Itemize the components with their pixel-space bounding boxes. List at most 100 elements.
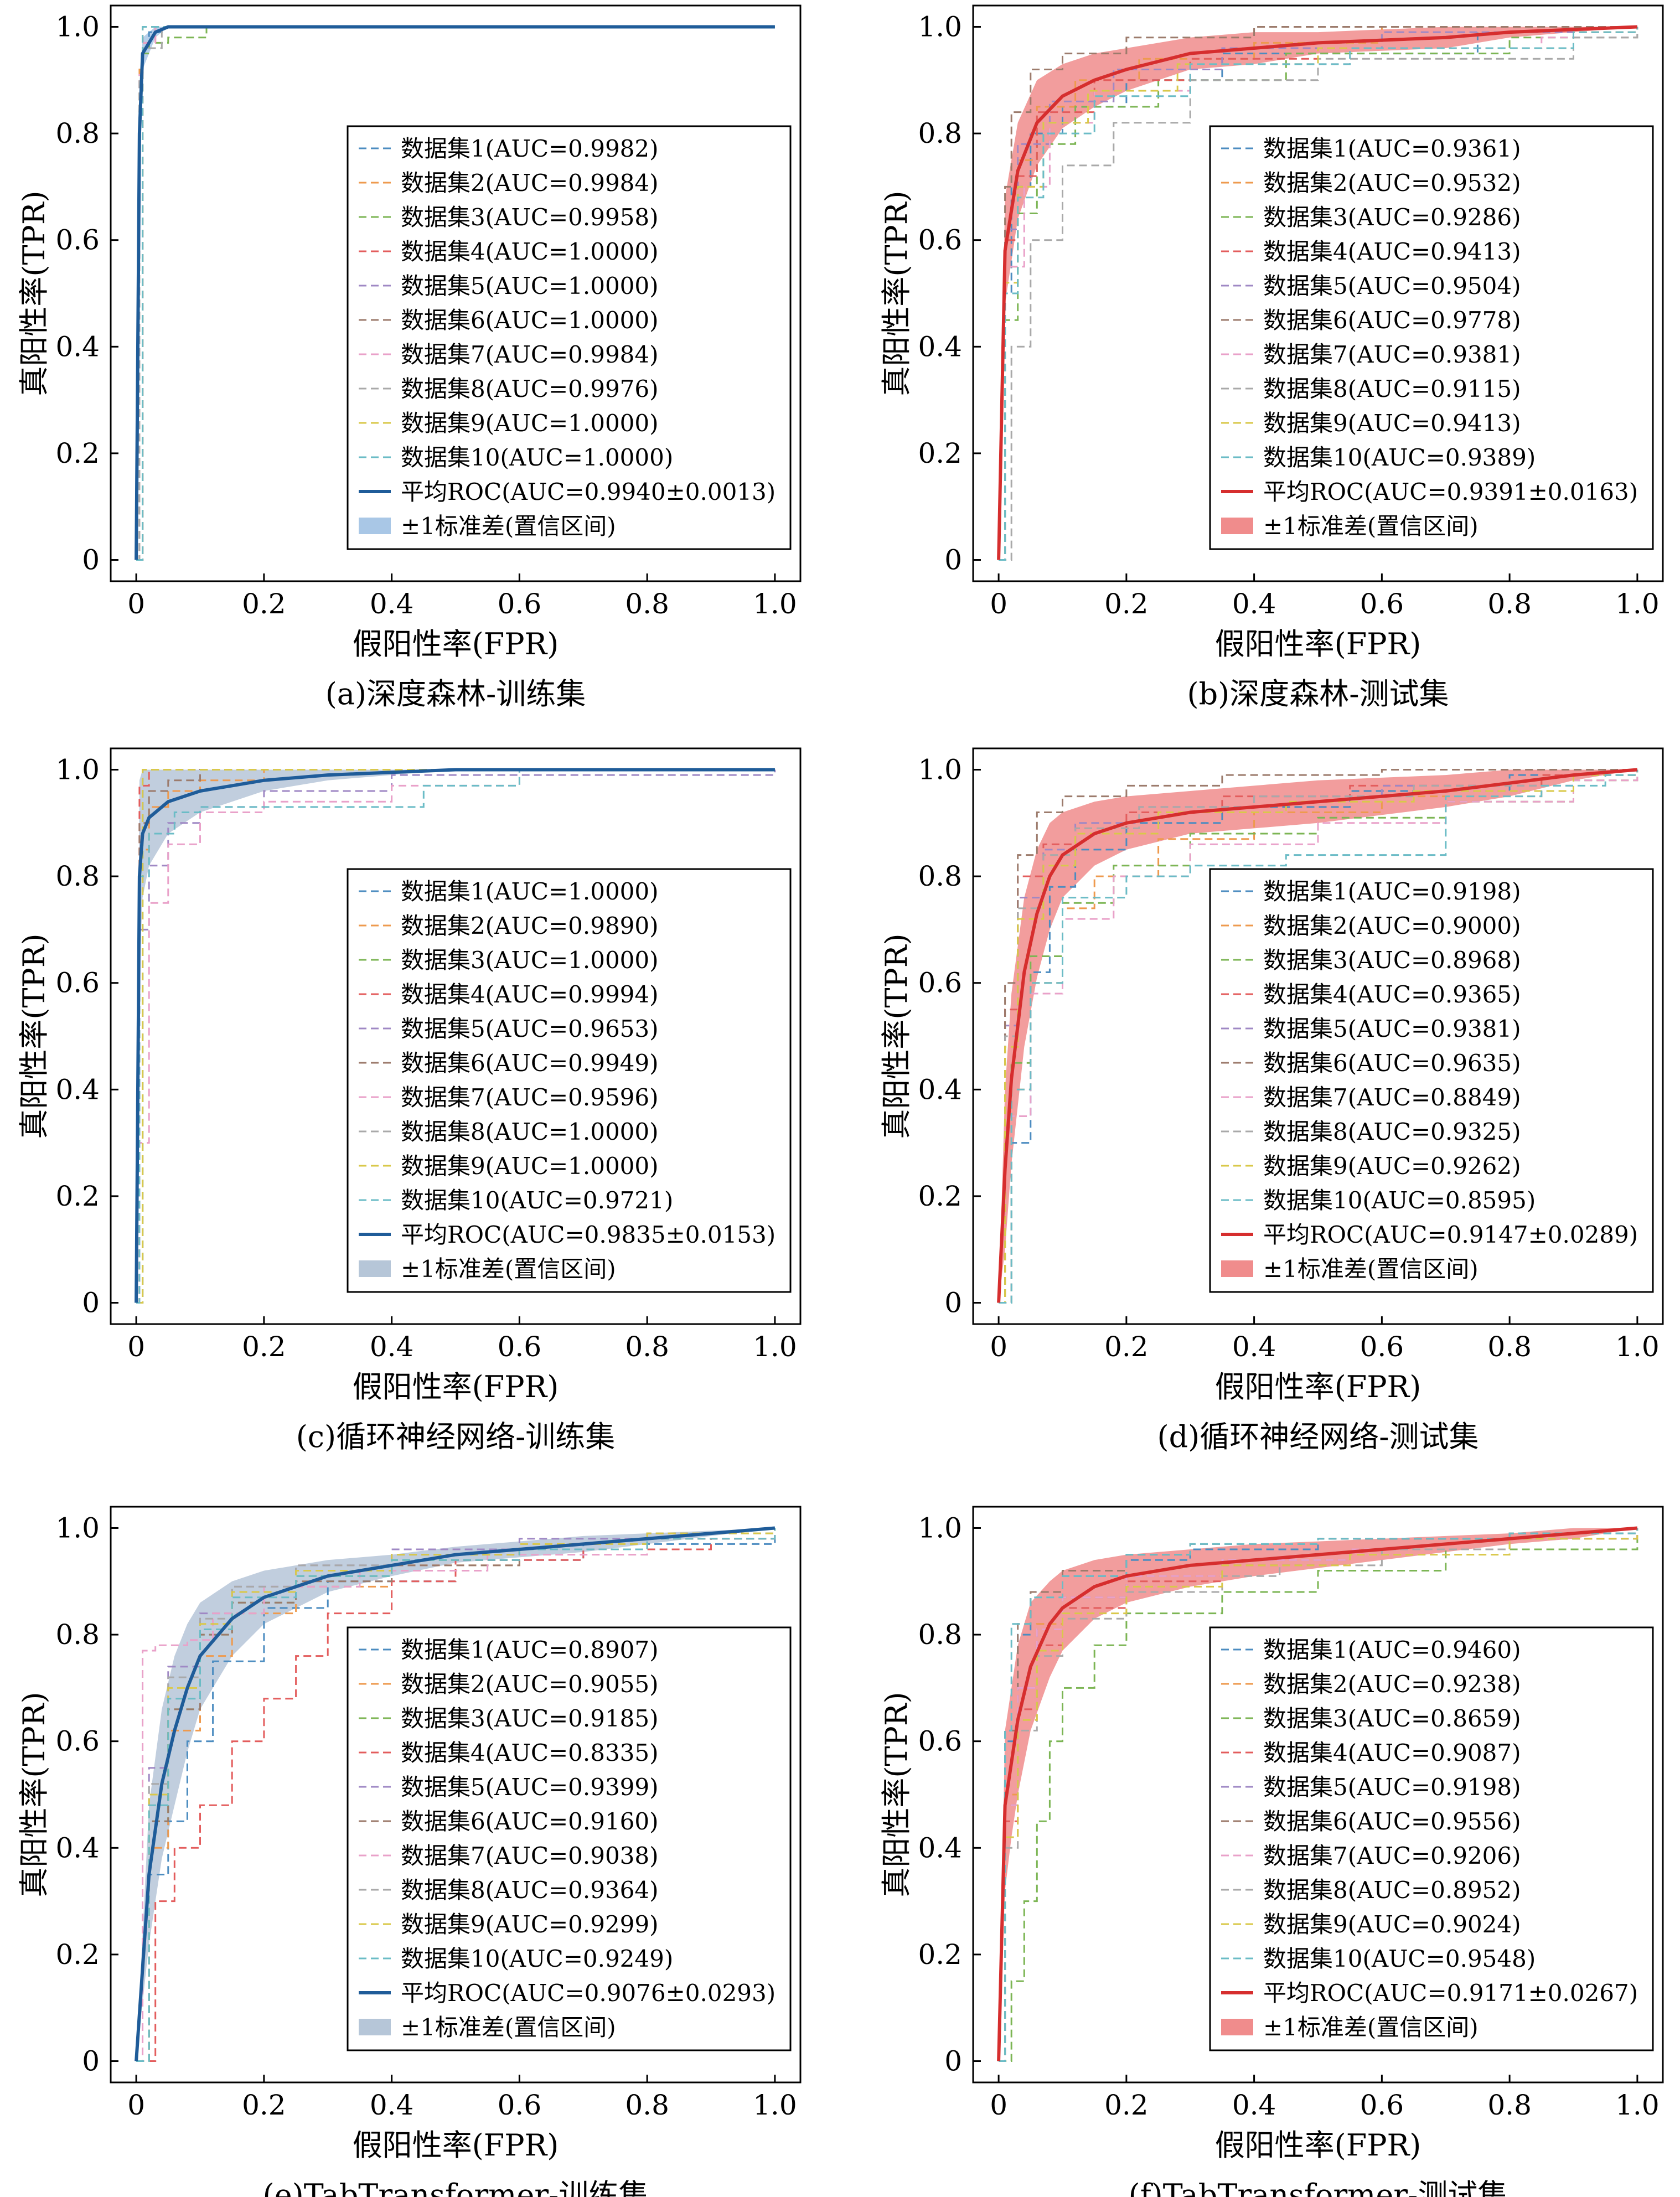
dataset-curve-7 — [136, 26, 775, 561]
x-tick-label: 0.4 — [1232, 1331, 1276, 1363]
legend-label: 数据集1(AUC=0.9982) — [401, 135, 659, 162]
confidence-band — [999, 27, 1637, 560]
legend-label: 数据集3(AUC=0.9286) — [1263, 204, 1521, 231]
x-tick-label: 1.0 — [1615, 1331, 1660, 1363]
y-tick-label: 0.2 — [55, 1938, 100, 1971]
legend-label: 数据集9(AUC=0.9413) — [1263, 410, 1521, 437]
legend-swatch-band — [359, 1260, 391, 1277]
x-tick-label: 0.6 — [498, 588, 542, 620]
legend-label: 数据集6(AUC=0.9635) — [1263, 1050, 1521, 1077]
chart-panel-f: 0 0.2 0.4 0.6 0.8 1.0 0 0.2 0.4 0.6 0.8 1.0 假阳性率(FPR… — [879, 1506, 1664, 2197]
x-axis-label: 假阳性率(FPR) — [1215, 2128, 1421, 2163]
legend-label-mean: 平均ROC(AUC=0.9835±0.0153) — [401, 1221, 776, 1248]
legend-label: 数据集5(AUC=1.0000) — [401, 272, 659, 299]
y-tick-label: 0 — [82, 544, 100, 576]
legend-label: 数据集7(AUC=0.9038) — [401, 1842, 659, 1869]
legend-label: 数据集8(AUC=0.9325) — [1263, 1118, 1521, 1145]
plot-area — [997, 25, 1638, 561]
dataset-curve-7 — [999, 769, 1638, 1304]
legend-label-band: ±1标准差(置信区间) — [1263, 1255, 1479, 1283]
plot-area — [135, 768, 776, 1304]
legend-swatch-band — [1221, 2019, 1253, 2035]
figure-caption: (b)深度森林-测试集 — [1187, 676, 1449, 711]
chart-panel-a: 0 0.2 0.4 0.6 0.8 1.0 0 0.2 0.4 0.6 0.8 1.0 假阳性率(FPR… — [17, 4, 802, 711]
mean-roc-curve — [135, 1526, 776, 2061]
y-tick-label: 0.6 — [55, 224, 100, 256]
y-tick-label: 0 — [82, 2045, 100, 2077]
mean-roc-curve — [997, 1526, 1638, 2061]
dataset-curve-6 — [999, 769, 1637, 1304]
legend-label: 数据集1(AUC=1.0000) — [401, 878, 659, 905]
legend-label: 数据集2(AUC=0.9890) — [401, 912, 659, 939]
y-tick-label: 0.4 — [55, 1073, 100, 1105]
legend-label: 数据集1(AUC=0.9460) — [1263, 1636, 1521, 1663]
x-tick-label: 0.6 — [498, 1331, 542, 1363]
figure-caption: (c)循环神经网络-训练集 — [296, 1419, 616, 1454]
legend-label: 数据集10(AUC=1.0000) — [401, 444, 673, 471]
legend-label: 数据集4(AUC=1.0000) — [401, 238, 659, 265]
x-tick-label: 0.6 — [1360, 588, 1404, 620]
legend-label: 数据集7(AUC=0.8849) — [1263, 1084, 1521, 1111]
legend-label: 数据集2(AUC=0.9238) — [1263, 1671, 1521, 1698]
x-tick-label: 0.6 — [498, 2089, 542, 2121]
legend-label-mean: 平均ROC(AUC=0.9171±0.0267) — [1263, 1979, 1638, 2007]
y-axis-label: 真阳性率(TPR) — [17, 190, 51, 396]
legend-label: 数据集5(AUC=0.9399) — [401, 1774, 659, 1801]
legend-label: 数据集4(AUC=0.8335) — [401, 1739, 659, 1766]
legend-swatch-band — [1221, 1260, 1253, 1277]
y-tick-label: 0.8 — [55, 860, 100, 892]
y-tick-label: 0.4 — [55, 330, 100, 363]
legend-label: 数据集5(AUC=0.9198) — [1263, 1774, 1521, 1801]
dataset-curve-3 — [999, 27, 1638, 561]
legend: 数据集1(AUC=0.9982) 数据集2(AUC=0.9984) 数据集3(AUC… — [347, 125, 792, 550]
y-tick-label: 0 — [944, 2045, 962, 2077]
x-tick-label: 0 — [127, 1331, 145, 1363]
legend-label: 数据集5(AUC=0.9504) — [1263, 272, 1521, 299]
legend-label-band: ±1标准差(置信区间) — [401, 1255, 616, 1283]
legend-label: 数据集10(AUC=0.9721) — [401, 1187, 673, 1214]
plot-area — [997, 1526, 1638, 2062]
x-tick-label: 0 — [990, 2089, 1007, 2121]
legend-label: 数据集9(AUC=0.9262) — [1263, 1152, 1521, 1180]
legend-label: 数据集7(AUC=0.9206) — [1263, 1842, 1521, 1869]
legend-label: 数据集7(AUC=0.9984) — [401, 341, 659, 368]
chart-panel-c: 0 0.2 0.4 0.6 0.8 1.0 0 0.2 0.4 0.6 0.8 1.0 假阳性率(FPR… — [17, 747, 802, 1454]
x-tick-label: 0.8 — [1487, 588, 1532, 620]
legend-label: 数据集6(AUC=0.9778) — [1263, 307, 1521, 334]
y-tick-label: 0.2 — [918, 1938, 962, 1971]
legend: 数据集1(AUC=0.9198) 数据集2(AUC=0.9000) 数据集3(AUC… — [1209, 868, 1654, 1293]
x-axis-label: 假阳性率(FPR) — [353, 2128, 559, 2163]
legend-label: 数据集3(AUC=0.9185) — [401, 1705, 659, 1732]
y-tick-label: 0.8 — [55, 117, 100, 149]
y-tick-label: 1.0 — [55, 753, 100, 785]
legend-label: 数据集8(AUC=1.0000) — [401, 1118, 659, 1145]
legend-label-band: ±1标准差(置信区间) — [401, 2014, 616, 2041]
legend-label: 数据集4(AUC=0.9413) — [1263, 238, 1521, 265]
y-tick-label: 0.6 — [918, 967, 962, 999]
legend: 数据集1(AUC=0.9460) 数据集2(AUC=0.9238) 数据集3(AUC… — [1209, 1626, 1654, 2051]
legend-label: 数据集9(AUC=0.9024) — [1263, 1911, 1521, 1938]
plot-area — [135, 1526, 776, 2062]
x-tick-label: 0.6 — [1360, 1331, 1404, 1363]
legend: 数据集1(AUC=0.9361) 数据集2(AUC=0.9532) 数据集3(AUC… — [1209, 125, 1654, 550]
figure-caption: (e)TabTransformer-训练集 — [263, 2178, 649, 2197]
y-tick-label: 1.0 — [918, 753, 962, 785]
legend-box — [347, 1626, 792, 2051]
y-tick-label: 0.8 — [918, 860, 962, 892]
y-axis-label: 真阳性率(TPR) — [17, 1692, 51, 1897]
legend-label-band: ±1标准差(置信区间) — [401, 513, 616, 540]
y-tick-label: 1.0 — [55, 1512, 100, 1544]
legend-label: 数据集3(AUC=0.9958) — [401, 204, 659, 231]
y-tick-label: 0.6 — [55, 967, 100, 999]
dataset-curve-7 — [136, 769, 775, 1304]
legend-box — [1209, 1626, 1654, 2051]
legend-label: 数据集2(AUC=0.9000) — [1263, 912, 1521, 939]
mean-roc-curve — [135, 768, 775, 1303]
y-tick-label: 0.4 — [918, 1073, 962, 1105]
x-tick-label: 1.0 — [1615, 588, 1660, 620]
legend-label: 数据集2(AUC=0.9532) — [1263, 169, 1521, 197]
legend-label: 数据集9(AUC=1.0000) — [401, 1152, 659, 1180]
x-tick-label: 0.8 — [625, 2089, 669, 2121]
x-axis-label: 假阳性率(FPR) — [353, 1369, 559, 1404]
y-axis-label: 真阳性率(TPR) — [879, 1692, 914, 1897]
